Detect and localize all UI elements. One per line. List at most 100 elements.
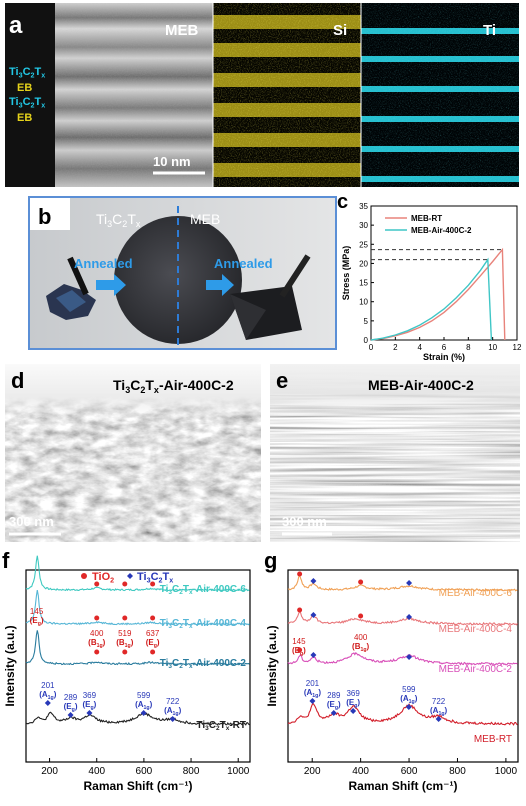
series-label: Ti3C2Tx-Air-400C-2: [160, 658, 247, 670]
spectrum-1: [25, 555, 250, 592]
tio2-peak-marker: [297, 647, 303, 653]
y-tick-label: 0: [364, 336, 369, 345]
mxene-peak-mode: (A1g): [164, 706, 182, 717]
legend-label: MEB-Air-400C-2: [411, 226, 472, 235]
x-tick-label: 400: [88, 766, 105, 777]
mxene-peak-value: 369: [346, 689, 360, 698]
raman-chart-mxene: f 200 400 600 800 1000 Raman Shift (cm⁻¹) Inte…: [2, 548, 251, 793]
layer-label-eb: EB: [17, 112, 32, 124]
series-label: MEB-Air-400C-6: [439, 588, 513, 599]
crumpled-sample: [46, 256, 96, 320]
mxene-peak-mode: (A1g): [400, 694, 418, 705]
mxene-peak-marker: [406, 580, 413, 586]
tio2-peak-value: 519: [118, 629, 132, 638]
panel-b-label: b: [38, 204, 51, 229]
mxene-peak-value: 201: [41, 681, 55, 690]
spectrum-2: [287, 610, 518, 626]
right-annealed-label: Annealed: [214, 256, 273, 271]
tio2-peak-mode: (B1g): [116, 638, 134, 649]
mxene-peak-value: 722: [166, 697, 180, 706]
panel-e-title: MEB-Air-400C-2: [368, 377, 474, 393]
mxene-peak-marker: [310, 652, 317, 658]
x-axis-label: Strain (%): [423, 352, 465, 362]
mxene-peak-mode: (A1g): [430, 706, 448, 717]
spectrum-4: [25, 711, 250, 726]
mxene-peak-value: 599: [402, 685, 416, 694]
panel-d-title: Ti3C2Tx-Air-400C-2: [113, 377, 234, 395]
series-label: MEB-Air-400C-2: [439, 664, 513, 675]
plot-frame: [25, 569, 251, 763]
panel-f-label: f: [2, 548, 10, 573]
spectrum-3: [287, 651, 518, 666]
panel-d-sem: d Ti3C2Tx-Air-400C-2 300 nm: [5, 364, 261, 542]
panel-d-scale-label: 300 nm: [9, 514, 54, 529]
tio2-peak-marker: [150, 615, 156, 621]
right-arrow-icon: [206, 274, 234, 296]
left-title: Ti3C2Tx: [96, 211, 141, 229]
x-tick-label: 2: [393, 343, 398, 352]
panel-f: f 200 400 600 800 1000 Raman Shift (cm⁻¹) Inte…: [0, 548, 260, 806]
mxene-peak-marker: [435, 716, 442, 722]
tio2-peak-marker: [150, 649, 156, 655]
panel-e-label: e: [276, 368, 288, 393]
mxene-peak-mode: (A1g): [304, 688, 322, 699]
mxene-peak-mode: (Eg): [327, 700, 341, 711]
y-tick-label: 35: [359, 202, 368, 211]
folded-sample: [230, 254, 311, 340]
left-arrow-icon: [96, 274, 126, 296]
panel-e: e MEB-Air-400C-2 300 nm: [270, 364, 520, 542]
tem-title: MEB: [165, 22, 199, 39]
x-tick-label: 12: [513, 343, 522, 352]
series-label: MEB-Air-400C-4: [439, 624, 513, 635]
layer-labels: Ti3C2Tx EB Ti3C2Tx EB: [9, 66, 45, 124]
tio2-peak-value: 400: [90, 629, 104, 638]
left-annealed-label: Annealed: [74, 256, 133, 271]
mxene-peak-value: 369: [83, 691, 97, 700]
panel-a-figure: a MEB Si Ti 10 nm Ti3C2Tx EB Ti3C2Tx EB: [5, 3, 519, 187]
panel-c: c 0 2 4 6 8 10 12 0 5 10 15 20 25 30 35 Strain (%) Stres…: [337, 190, 523, 362]
y-axis-label: Intensity (a.u.): [3, 625, 17, 706]
plot-frame: [287, 569, 519, 763]
tio2-peak-value: 400: [354, 633, 368, 642]
mxene-peak-marker: [310, 612, 317, 618]
mxene-peak-value: 599: [137, 691, 151, 700]
tio2-peak-value: 145: [30, 607, 44, 616]
x-tick-label: 8: [466, 343, 471, 352]
tio2-peak-mode: (B1g): [88, 638, 106, 649]
y-tick-label: 10: [359, 298, 368, 307]
mxene-peak-marker: [406, 614, 413, 620]
mxene-legend-label: Ti3C2Tx: [137, 571, 173, 584]
tio2-peak-value: 145: [292, 637, 306, 646]
tio2-peak-mode: (Eg): [30, 616, 44, 627]
stress-strain-chart: c 0 2 4 6 8 10 12 0 5 10 15 20 25 30 35 Strain (%) Stres…: [337, 191, 522, 362]
y-tick-label: 5: [364, 317, 369, 326]
mxene-peak-marker: [140, 710, 147, 716]
si-title: Si: [333, 22, 347, 39]
layer-label-mxene: Ti3C2Tx: [9, 96, 45, 109]
mxene-peak-marker: [406, 654, 413, 660]
panel-b: Annealed Annealed Ti3C2Tx MEB b: [28, 196, 337, 350]
layer-label-eb: EB: [17, 82, 32, 94]
x-axis-label: Raman Shift (cm⁻¹): [348, 779, 457, 793]
tio2-peak-mode: (Eg): [146, 638, 160, 649]
mxene-peak-mode: (Eg): [64, 702, 78, 713]
mxene-peak-mode: (A1g): [39, 690, 57, 701]
ti-title: Ti: [483, 22, 496, 39]
tio2-peak-marker: [297, 607, 303, 613]
panel-c-label: c: [337, 191, 348, 213]
x-tick-label: 1000: [227, 766, 250, 777]
spectrum-4: [287, 702, 518, 726]
mxene-peak-value: 201: [306, 679, 320, 688]
panel-a-label: a: [9, 12, 23, 39]
x-tick-label: 4: [417, 343, 422, 352]
y-tick-label: 15: [359, 279, 368, 288]
x-tick-label: 600: [136, 766, 153, 777]
panel-b-photo: Annealed Annealed Ti3C2Tx MEB b: [30, 198, 335, 348]
x-tick-label: 10: [488, 343, 497, 352]
tio2-legend-marker: [81, 573, 87, 579]
tio2-peak-value: 637: [146, 629, 160, 638]
x-tick-label: 600: [401, 766, 418, 777]
x-tick-label: 800: [183, 766, 200, 777]
series-label: Ti3C2Tx-Air-400C-6: [160, 584, 247, 596]
y-axis-label: Intensity (a.u.): [265, 625, 279, 706]
